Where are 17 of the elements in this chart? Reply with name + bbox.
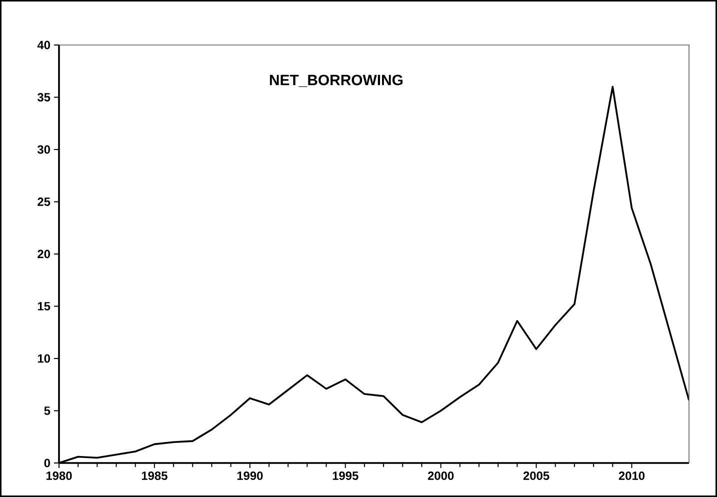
x-tick-label: 1985 xyxy=(142,472,168,480)
y-tick-label: 40 xyxy=(37,40,50,50)
x-tick-label: 1990 xyxy=(237,472,263,480)
x-tick-label: 1980 xyxy=(46,472,72,480)
x-tick-label: 2005 xyxy=(523,472,550,480)
y-tick-label: 0 xyxy=(44,458,50,468)
x-tick-label: 2000 xyxy=(428,472,454,480)
y-tick-label: 30 xyxy=(37,145,50,154)
x-tick-label: 1995 xyxy=(332,472,358,480)
y-tick-label: 10 xyxy=(38,354,50,363)
y-tick-label: 35 xyxy=(37,93,50,102)
y-tick-label: 25 xyxy=(38,198,50,206)
text: NET_BORROWING xyxy=(270,74,403,87)
y-tick-label: 15 xyxy=(38,302,50,310)
y-tick-label: 20 xyxy=(38,250,50,258)
y-tick-label: 5 xyxy=(44,406,50,415)
x-tick-label: 2010 xyxy=(618,472,645,480)
